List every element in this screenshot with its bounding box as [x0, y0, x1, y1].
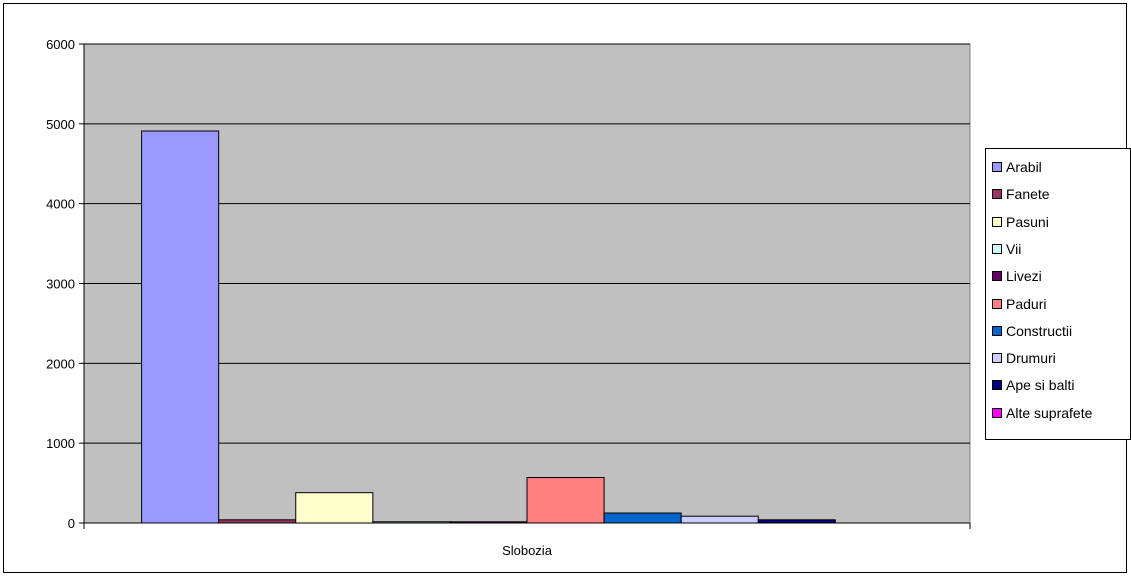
legend-label: Livezi	[1006, 268, 1042, 285]
legend-label: Ape si balti	[1006, 377, 1075, 394]
bar-drumuri	[680, 515, 759, 524]
bar-livezi	[449, 521, 528, 524]
y-tick-label: 2000	[46, 356, 75, 371]
legend-label: Constructii	[1006, 322, 1073, 339]
legend-label: Alte suprafete	[1006, 404, 1093, 421]
legend-label: Paduri	[1006, 295, 1047, 312]
legend-swatch	[992, 243, 1002, 254]
legend-item: Ape si balti	[992, 375, 1074, 395]
y-tick-label: 0	[68, 516, 75, 531]
bar-vii	[372, 521, 451, 524]
legend-item: Livezi	[992, 266, 1042, 286]
bar-pasuni	[295, 492, 374, 524]
legend: Arabil Fanete Pasuni Vii Livezi Paduri Constru…	[985, 148, 1131, 440]
legend-item: Pasuni	[992, 212, 1049, 232]
legend-item: Drumuri	[992, 348, 1056, 368]
legend-item: Fanete	[992, 184, 1050, 204]
legend-label: Fanete	[1006, 186, 1050, 203]
y-tick-label: 6000	[46, 37, 75, 52]
legend-swatch	[992, 407, 1002, 418]
legend-item: Vii	[992, 239, 1021, 259]
bar-arabil	[141, 130, 220, 524]
legend-item: Paduri	[992, 294, 1046, 314]
bar-constructii	[603, 512, 682, 524]
legend-item: Arabil	[992, 157, 1042, 177]
legend-swatch	[992, 162, 1002, 172]
bar-fanete	[218, 519, 297, 524]
x-category-label: Slobozia	[502, 543, 553, 558]
bar-ape-si-balti	[757, 519, 836, 524]
y-tick-label: 4000	[46, 197, 75, 212]
legend-swatch	[992, 325, 1002, 336]
legend-swatch	[992, 298, 1002, 309]
y-tick-label: 1000	[46, 436, 75, 451]
legend-label: Vii	[1006, 240, 1022, 257]
legend-swatch	[992, 380, 1002, 391]
y-tick-label: 5000	[46, 117, 75, 132]
legend-label: Drumuri	[1006, 350, 1056, 367]
legend-label: Arabil	[1006, 159, 1042, 175]
bar-paduri	[526, 476, 605, 524]
legend-item: Alte suprafete	[992, 403, 1092, 423]
legend-swatch	[992, 353, 1002, 364]
legend-swatch	[992, 216, 1002, 227]
y-tick-label: 3000	[46, 277, 75, 292]
legend-swatch	[992, 189, 1002, 200]
legend-item: Constructii	[992, 321, 1072, 341]
legend-swatch	[992, 271, 1002, 282]
legend-label: Pasuni	[1006, 213, 1049, 230]
